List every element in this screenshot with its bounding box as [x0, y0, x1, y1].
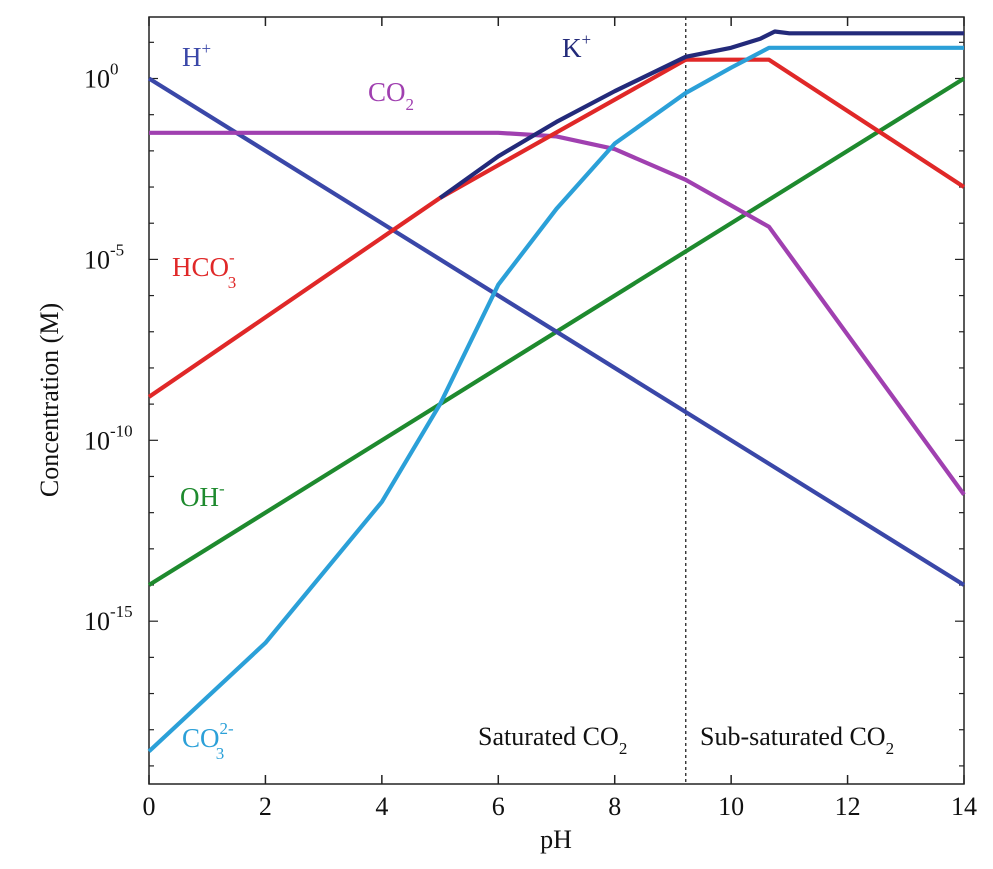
x-tick-label-14: 14 — [951, 792, 977, 821]
y-axis-ticks: 100 10-5 10-10 10-15 — [84, 41, 964, 767]
x-axis-title: pH — [540, 825, 572, 854]
label-co2: CO2 — [368, 77, 414, 114]
x-tick-label-4: 4 — [375, 792, 388, 821]
x-tick-label-8: 8 — [608, 792, 621, 821]
label-co3-2minus: CO2-3 — [182, 719, 234, 763]
series-line-h — [147, 76, 966, 587]
series-line-co3 — [147, 45, 964, 753]
y-tick-label--5: 10-5 — [84, 240, 124, 274]
y-tick-label--10: 10-10 — [84, 421, 133, 455]
series-line-hco3 — [147, 57, 966, 399]
region-label-saturated: Saturated CO2 — [478, 722, 627, 758]
x-tick-label-0: 0 — [143, 792, 156, 821]
x-tick-label-10: 10 — [718, 792, 744, 821]
label-hco3-minus: HCO-3 — [172, 248, 236, 292]
series-line-co2 — [149, 130, 966, 496]
series-group — [147, 29, 966, 753]
plot-frame — [148, 16, 965, 785]
y-tick-label-0: 100 — [84, 60, 119, 94]
y-axis-title: Concentration (M) — [35, 303, 64, 497]
label-h-plus: H+ — [182, 39, 211, 72]
region-label-sub-saturated: Sub-saturated CO2 — [700, 722, 894, 758]
x-tick-label-12: 12 — [835, 792, 861, 821]
label-oh-minus: OH- — [180, 479, 225, 512]
x-tick-label-6: 6 — [492, 792, 505, 821]
label-k-plus: K+ — [562, 30, 591, 63]
series-line-k — [438, 29, 964, 200]
y-tick-label--15: 10-15 — [84, 602, 133, 636]
x-tick-label-2: 2 — [259, 792, 272, 821]
x-axis-ticks: 0 2 4 6 8 10 12 14 — [143, 17, 977, 821]
